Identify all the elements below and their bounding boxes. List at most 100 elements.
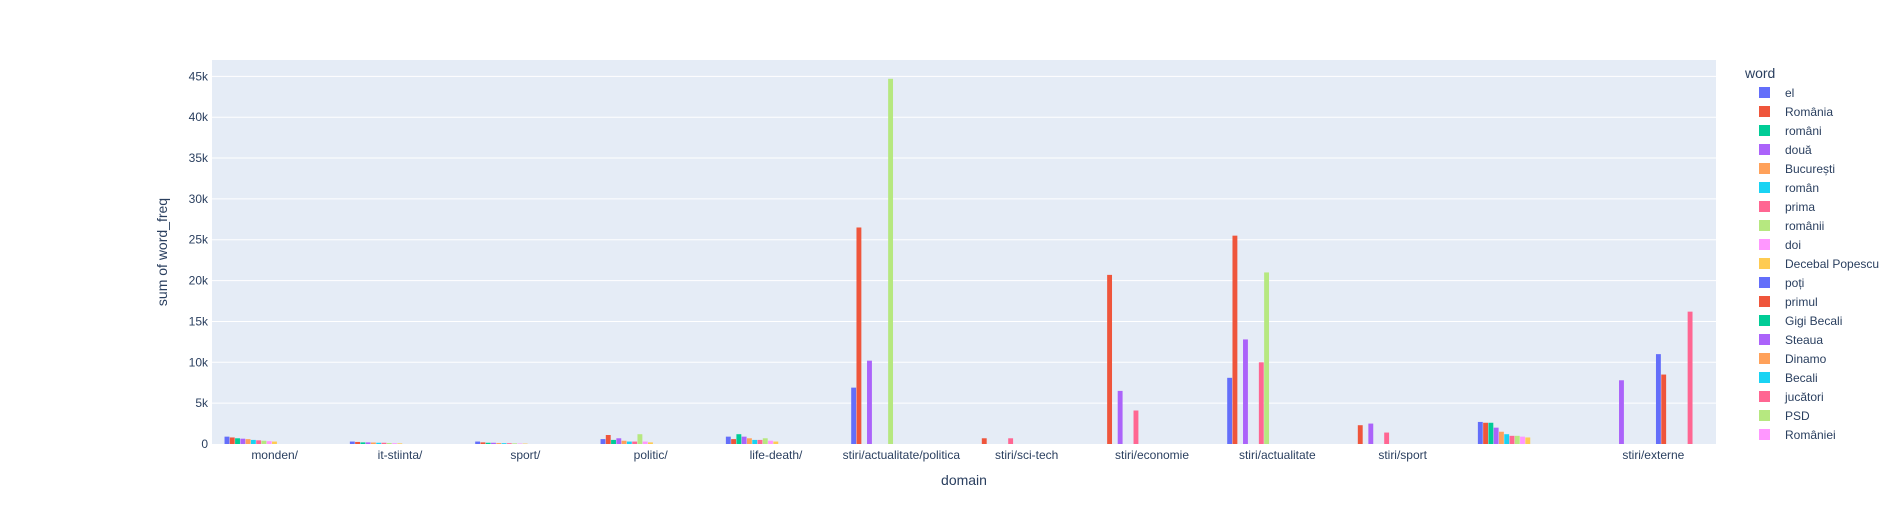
bar[interactable] bbox=[397, 443, 403, 444]
bar[interactable] bbox=[480, 442, 486, 444]
bar[interactable] bbox=[235, 438, 240, 444]
legend-swatch[interactable] bbox=[1759, 201, 1770, 212]
bar[interactable] bbox=[475, 441, 481, 444]
bar[interactable] bbox=[496, 443, 502, 444]
legend-item-label[interactable]: prima bbox=[1785, 200, 1815, 214]
bar[interactable] bbox=[600, 439, 606, 444]
bar[interactable] bbox=[365, 442, 371, 444]
bar[interactable] bbox=[1117, 390, 1123, 444]
bar[interactable] bbox=[746, 438, 752, 444]
bar[interactable] bbox=[1498, 431, 1504, 444]
bar[interactable] bbox=[370, 442, 376, 444]
bar[interactable] bbox=[256, 440, 262, 444]
bar[interactable] bbox=[491, 442, 496, 444]
bar[interactable] bbox=[355, 441, 361, 444]
bar[interactable] bbox=[1655, 354, 1661, 444]
legend-swatch[interactable] bbox=[1759, 391, 1770, 402]
bar[interactable] bbox=[272, 441, 277, 444]
legend-item-label[interactable]: el bbox=[1785, 86, 1794, 100]
bar[interactable] bbox=[605, 435, 611, 444]
bar[interactable] bbox=[1107, 274, 1113, 444]
bar[interactable] bbox=[725, 436, 731, 444]
legend-swatch[interactable] bbox=[1759, 125, 1770, 136]
bar[interactable] bbox=[1504, 434, 1510, 444]
bar[interactable] bbox=[386, 443, 392, 444]
bar[interactable] bbox=[752, 439, 758, 444]
bar[interactable] bbox=[392, 443, 397, 444]
bar[interactable] bbox=[1488, 422, 1494, 444]
legend[interactable]: word el România români două București român pr… bbox=[1744, 65, 1879, 442]
legend-swatch[interactable] bbox=[1759, 315, 1770, 326]
legend-swatch[interactable] bbox=[1759, 296, 1770, 307]
bar[interactable] bbox=[1509, 435, 1515, 444]
bar[interactable] bbox=[1264, 272, 1270, 444]
bar[interactable] bbox=[224, 436, 230, 444]
bar[interactable] bbox=[229, 437, 235, 444]
bar[interactable] bbox=[512, 443, 518, 444]
bar[interactable] bbox=[1661, 374, 1667, 444]
legend-swatch[interactable] bbox=[1759, 429, 1770, 440]
bar[interactable] bbox=[736, 434, 742, 444]
legend-item-label[interactable]: Decebal Popescu bbox=[1785, 257, 1879, 271]
legend-item-label[interactable]: Steaua bbox=[1785, 333, 1823, 347]
bar[interactable] bbox=[349, 441, 355, 444]
bar[interactable] bbox=[741, 436, 747, 444]
legend-swatch[interactable] bbox=[1759, 353, 1770, 364]
bar[interactable] bbox=[981, 438, 987, 444]
bar[interactable] bbox=[731, 439, 737, 444]
legend-swatch[interactable] bbox=[1759, 87, 1770, 98]
bar[interactable] bbox=[245, 439, 251, 444]
legend-swatch[interactable] bbox=[1759, 372, 1770, 383]
bar[interactable] bbox=[632, 441, 638, 444]
bar[interactable] bbox=[621, 440, 627, 444]
bar[interactable] bbox=[1243, 339, 1248, 444]
legend-item-label[interactable]: primul bbox=[1785, 295, 1818, 309]
bar[interactable] bbox=[1232, 235, 1238, 444]
legend-swatch[interactable] bbox=[1759, 334, 1770, 345]
legend-item-label[interactable]: Gigi Becali bbox=[1785, 314, 1842, 328]
bar[interactable] bbox=[867, 360, 872, 444]
bar[interactable] bbox=[266, 441, 272, 444]
bar[interactable] bbox=[506, 443, 512, 444]
legend-swatch[interactable] bbox=[1759, 277, 1770, 288]
bar[interactable] bbox=[1483, 422, 1489, 444]
legend-item-label[interactable]: Becali bbox=[1785, 371, 1818, 385]
bar[interactable] bbox=[648, 442, 653, 444]
legend-swatch[interactable] bbox=[1759, 144, 1770, 155]
bar[interactable] bbox=[611, 439, 616, 444]
bar[interactable] bbox=[1227, 377, 1233, 444]
legend-item-label[interactable]: două bbox=[1785, 143, 1812, 157]
bar[interactable] bbox=[851, 387, 857, 444]
legend-item-label[interactable]: doi bbox=[1785, 238, 1801, 252]
bar[interactable] bbox=[626, 441, 632, 444]
legend-item-label[interactable]: românii bbox=[1785, 219, 1824, 233]
bar[interactable] bbox=[1619, 380, 1624, 444]
bar[interactable] bbox=[261, 440, 267, 444]
bars[interactable] bbox=[224, 78, 1693, 445]
bar[interactable] bbox=[485, 442, 491, 444]
bar[interactable] bbox=[1133, 410, 1139, 445]
bar[interactable] bbox=[1368, 423, 1374, 444]
bar[interactable] bbox=[888, 78, 894, 444]
bar[interactable] bbox=[1525, 437, 1531, 444]
legend-item-label[interactable]: români bbox=[1785, 124, 1822, 138]
bar[interactable] bbox=[757, 439, 763, 444]
bar[interactable] bbox=[1357, 425, 1363, 444]
bar[interactable] bbox=[381, 442, 387, 444]
bar[interactable] bbox=[376, 442, 382, 444]
bar[interactable] bbox=[856, 227, 862, 444]
legend-swatch[interactable] bbox=[1759, 182, 1770, 193]
legend-item-label[interactable]: jucători bbox=[1784, 390, 1824, 404]
bar[interactable] bbox=[616, 438, 622, 444]
legend-swatch[interactable] bbox=[1759, 163, 1770, 174]
legend-item-label[interactable]: român bbox=[1785, 181, 1819, 195]
legend-swatch[interactable] bbox=[1759, 106, 1770, 117]
bar[interactable] bbox=[250, 439, 256, 444]
legend-swatch[interactable] bbox=[1759, 258, 1770, 269]
bar[interactable] bbox=[637, 434, 643, 444]
bar[interactable] bbox=[1493, 427, 1499, 444]
legend-swatch[interactable] bbox=[1759, 220, 1770, 231]
legend-swatch[interactable] bbox=[1759, 239, 1770, 250]
bar[interactable] bbox=[1687, 311, 1693, 444]
bar[interactable] bbox=[1520, 436, 1525, 444]
